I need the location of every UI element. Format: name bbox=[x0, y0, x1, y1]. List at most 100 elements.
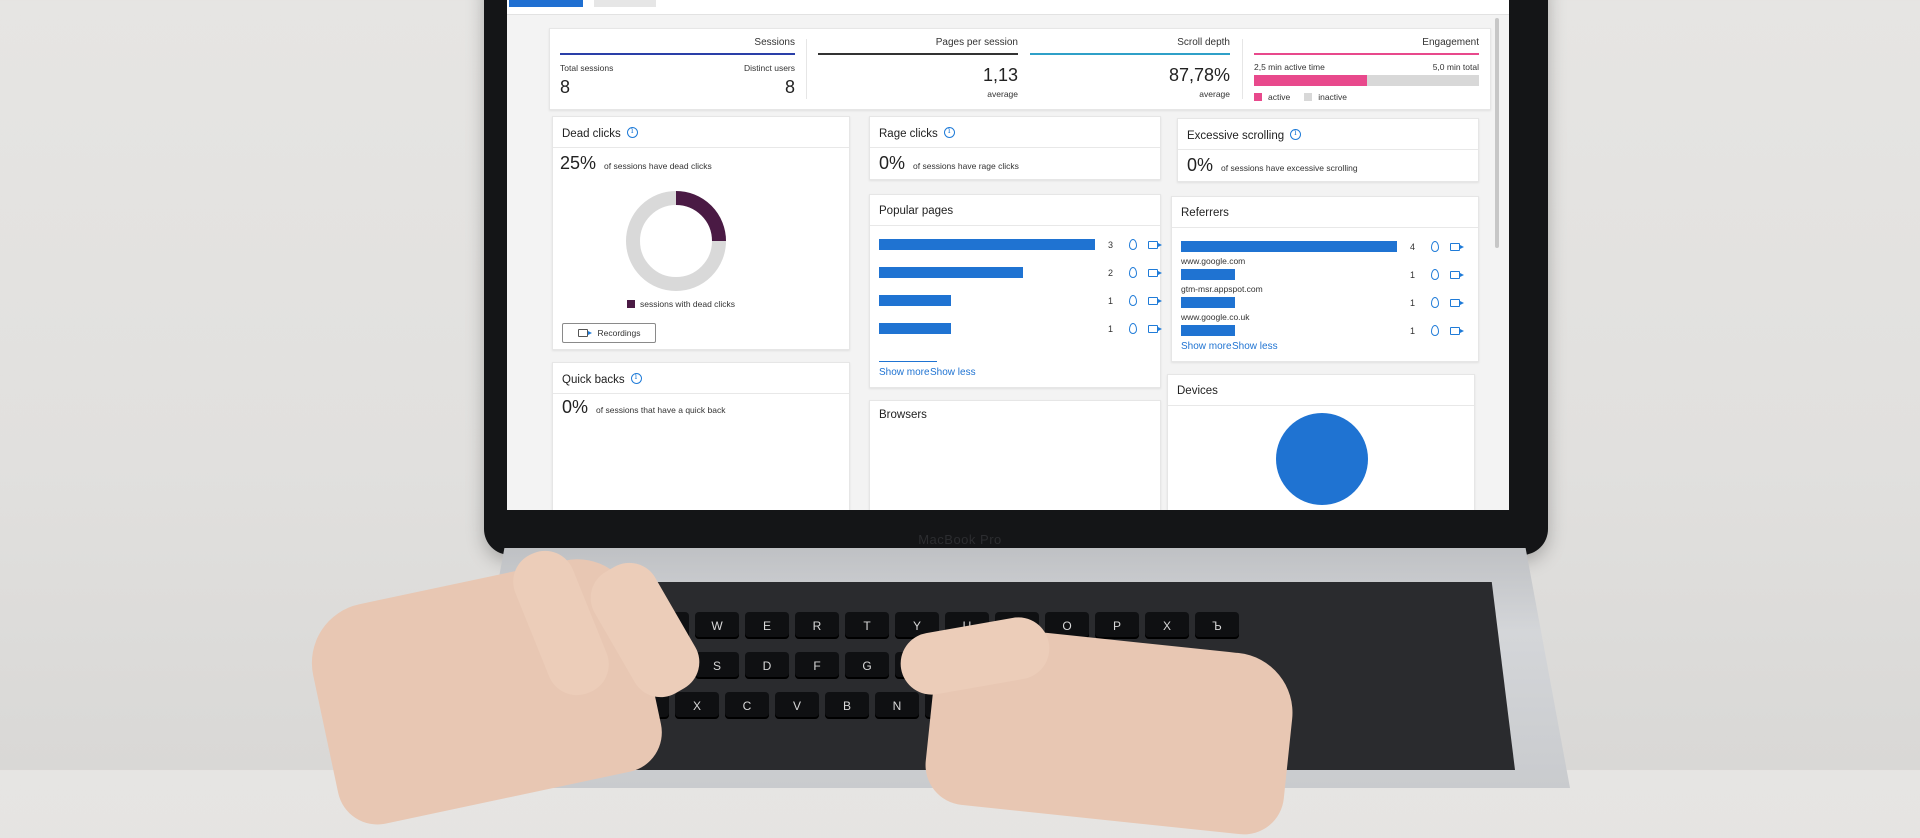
keyboard-key[interactable]: W bbox=[695, 612, 739, 639]
distinct-users-label: Distinct users bbox=[743, 63, 795, 73]
devices-title: Devices bbox=[1177, 385, 1218, 397]
recording-icon[interactable] bbox=[1450, 327, 1464, 335]
legend-inactive-label: inactive bbox=[1318, 92, 1348, 102]
total-sessions-value: 8 bbox=[560, 77, 571, 97]
tab-secondary[interactable] bbox=[594, 0, 656, 7]
scroll-depth-value: 87,78% bbox=[1168, 65, 1230, 85]
info-icon[interactable] bbox=[630, 372, 642, 384]
scroll-depth-caption: average bbox=[1199, 89, 1230, 99]
keyboard-key[interactable]: S bbox=[695, 652, 739, 679]
sessions-section: Sessions Total sessions Distinct users 8… bbox=[560, 37, 795, 97]
excessive-scrolling-title: Excessive scrolling bbox=[1187, 130, 1285, 142]
donut-slice-dead-clicks bbox=[675, 191, 726, 242]
recording-icon[interactable] bbox=[1148, 325, 1162, 333]
devices-card: Devices bbox=[1167, 374, 1475, 510]
quick-backs-title: Quick backs bbox=[562, 374, 625, 386]
engagement-total-label: 5,0 min total bbox=[1432, 62, 1479, 72]
pages-per-session-section: Pages per session 1,13 average bbox=[818, 37, 1018, 99]
dead-clicks-card: Dead clicks 25% of sessions have dead cl… bbox=[552, 116, 850, 350]
scroll-underline bbox=[1030, 53, 1230, 55]
scroll-depth-title: Scroll depth bbox=[1177, 37, 1230, 48]
recordings-button[interactable]: Recordings bbox=[562, 323, 656, 343]
popular-page-bar bbox=[879, 323, 951, 334]
popular-pages-title: Popular pages bbox=[879, 205, 954, 217]
engagement-legend: active inactive bbox=[1254, 92, 1347, 102]
referrer-label[interactable]: gtm-msr.appspot.com bbox=[1181, 284, 1263, 294]
recording-icon[interactable] bbox=[1450, 271, 1464, 279]
rage-clicks-percent: 0% bbox=[879, 153, 906, 173]
tab-dashboard[interactable] bbox=[509, 0, 583, 7]
referrers-card: Referrers 4 www.google.com 1 gtm-msr.appspo… bbox=[1171, 196, 1479, 362]
recording-icon[interactable] bbox=[1148, 269, 1162, 277]
keyboard-key[interactable]: P bbox=[1095, 612, 1139, 639]
pages-per-session-caption: average bbox=[987, 89, 1018, 99]
keyboard-key[interactable]: R bbox=[795, 612, 839, 639]
popular-page-count: 2 bbox=[1108, 268, 1114, 278]
page-scrollbar[interactable] bbox=[1495, 18, 1499, 248]
dead-clicks-legend-swatch bbox=[627, 300, 635, 308]
referrers-show-more[interactable]: Show more bbox=[1181, 341, 1232, 352]
keyboard-key[interactable]: C bbox=[725, 692, 769, 719]
referrer-label[interactable]: www.google.co.uk bbox=[1181, 312, 1250, 322]
browsers-title: Browsers bbox=[879, 409, 927, 421]
engagement-active-label: 2,5 min active time bbox=[1254, 62, 1325, 72]
engagement-title: Engagement bbox=[1422, 37, 1479, 48]
referrer-label[interactable]: www.google.com bbox=[1181, 256, 1246, 266]
keyboard-key[interactable]: X bbox=[675, 692, 719, 719]
keyboard-key[interactable]: Ъ bbox=[1195, 612, 1239, 639]
info-icon[interactable] bbox=[1290, 128, 1302, 140]
rage-clicks-title: Rage clicks bbox=[879, 128, 938, 140]
referrer-count: 4 bbox=[1410, 242, 1416, 252]
recording-icon[interactable] bbox=[1148, 297, 1162, 305]
recording-icon[interactable] bbox=[1450, 243, 1464, 251]
browsers-card: Browsers bbox=[869, 400, 1161, 510]
heatmap-icon[interactable] bbox=[1129, 267, 1137, 278]
pages-underline bbox=[818, 53, 1018, 55]
popular-pages-card: Popular pages 3 2 1 1 Show more Show less bbox=[869, 194, 1162, 388]
keyboard-key[interactable]: Х bbox=[1145, 612, 1189, 639]
dashboard-topbar bbox=[507, 0, 1509, 15]
keyboard-key[interactable]: E bbox=[745, 612, 789, 639]
heatmap-icon[interactable] bbox=[1129, 239, 1137, 250]
popular-pages-show-less[interactable]: Show less bbox=[930, 367, 976, 378]
heatmap-icon[interactable] bbox=[1431, 269, 1439, 280]
popular-pages-scroll-indicator bbox=[879, 361, 937, 362]
distinct-users-value: 8 bbox=[784, 77, 795, 97]
engagement-section: Engagement 2,5 min active time 5,0 min t… bbox=[1254, 37, 1479, 102]
keyboard-key[interactable]: T bbox=[845, 612, 889, 639]
summary-card: Sessions Total sessions Distinct users 8… bbox=[549, 28, 1491, 110]
keyboard-key[interactable]: V bbox=[775, 692, 819, 719]
summary-divider-2 bbox=[1242, 39, 1243, 99]
keyboard-key[interactable]: D bbox=[745, 652, 789, 679]
dead-clicks-title: Dead clicks bbox=[562, 128, 621, 140]
keyboard-key[interactable]: N bbox=[875, 692, 919, 719]
keyboard-key[interactable]: G bbox=[845, 652, 889, 679]
heatmap-icon[interactable] bbox=[1431, 241, 1439, 252]
dead-clicks-donut-chart bbox=[626, 191, 726, 291]
legend-active-swatch bbox=[1254, 93, 1262, 101]
heatmap-icon[interactable] bbox=[1431, 325, 1439, 336]
popular-pages-show-more[interactable]: Show more bbox=[879, 367, 930, 378]
referrer-count: 1 bbox=[1410, 326, 1416, 336]
heatmap-icon[interactable] bbox=[1431, 297, 1439, 308]
referrers-show-less[interactable]: Show less bbox=[1232, 341, 1278, 352]
popular-page-count: 1 bbox=[1108, 296, 1114, 306]
heatmap-icon[interactable] bbox=[1129, 295, 1137, 306]
scroll-depth-section: Scroll depth 87,78% average bbox=[1030, 37, 1230, 99]
dead-clicks-legend: sessions with dead clicks bbox=[640, 299, 735, 309]
popular-page-bar bbox=[879, 267, 1023, 278]
summary-divider-1 bbox=[806, 39, 807, 99]
popular-page-bar bbox=[879, 295, 951, 306]
keyboard-key[interactable]: F bbox=[795, 652, 839, 679]
recording-icon[interactable] bbox=[1450, 299, 1464, 307]
info-icon[interactable] bbox=[626, 126, 638, 138]
referrers-title: Referrers bbox=[1181, 207, 1229, 219]
heatmap-icon[interactable] bbox=[1129, 323, 1137, 334]
quick-backs-percent: 0% bbox=[562, 397, 589, 417]
pages-per-session-value: 1,13 bbox=[982, 65, 1018, 85]
info-icon[interactable] bbox=[943, 126, 955, 138]
recording-icon[interactable] bbox=[1148, 241, 1162, 249]
keyboard-key[interactable]: B bbox=[825, 692, 869, 719]
quick-backs-caption: of sessions that have a quick back bbox=[596, 405, 726, 415]
referrer-bar bbox=[1181, 269, 1235, 280]
